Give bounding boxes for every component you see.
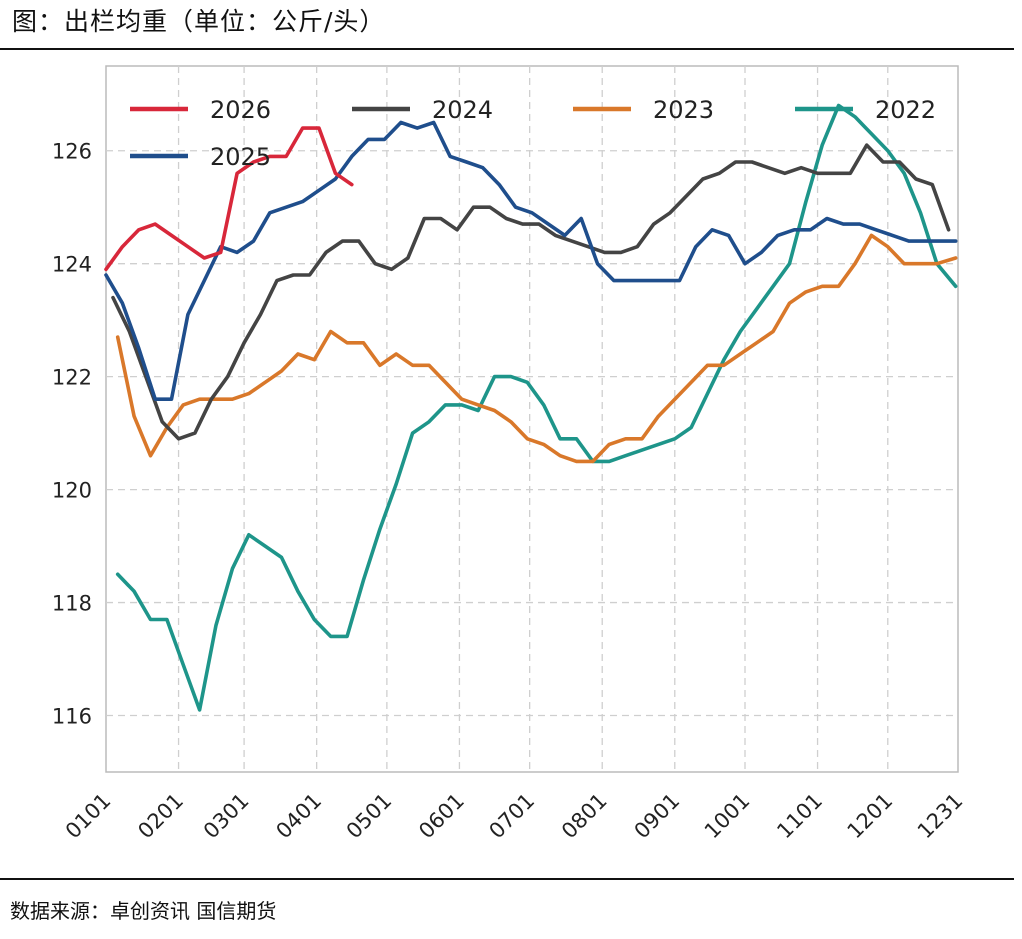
x-tick-label: 0901 — [630, 789, 685, 844]
x-tick-label: 0101 — [61, 789, 116, 844]
data-source: 数据来源：卓创资讯 国信期货 — [10, 899, 277, 923]
plot-frame — [105, 65, 959, 773]
series-line-2022 — [115, 103, 958, 712]
x-tick-label: 1101 — [772, 789, 827, 844]
x-tick-label: 1001 — [700, 789, 755, 844]
series-line-2023 — [115, 233, 958, 464]
x-tick-label: 0601 — [414, 789, 469, 844]
x-tick-label: 1231 — [913, 789, 968, 844]
legend-label-2022: 2022 — [875, 96, 936, 124]
bottom-rule — [0, 878, 1014, 880]
y-axis-ticks: 116 118 120 122 124 126 — [52, 140, 92, 729]
x-tick-label: 0201 — [133, 789, 188, 844]
series-line-2026 — [104, 126, 354, 272]
series-line-2025 — [104, 120, 958, 402]
series-lines — [104, 103, 958, 712]
grid — [106, 66, 958, 772]
legend-label-2024: 2024 — [432, 96, 493, 124]
x-tick-label: 1201 — [843, 789, 898, 844]
y-tick-label: 126 — [52, 140, 92, 164]
y-tick-label: 124 — [52, 253, 92, 277]
x-tick-label: 0801 — [557, 789, 612, 844]
x-tick-label: 0501 — [342, 789, 397, 844]
y-tick-label: 120 — [52, 479, 92, 503]
x-tick-label: 0401 — [271, 789, 326, 844]
y-tick-label: 122 — [52, 366, 92, 390]
series-line-2024 — [111, 143, 951, 441]
x-tick-label: 0301 — [199, 789, 254, 844]
figure-title: 图：出栏均重（单位：公斤/头） — [12, 7, 386, 36]
legend: 2026 2025 2024 2023 2022 — [130, 96, 936, 171]
y-tick-label: 118 — [52, 592, 92, 616]
legend-label-2023: 2023 — [653, 96, 714, 124]
x-tick-label: 0701 — [484, 789, 539, 844]
y-tick-label: 116 — [52, 705, 92, 729]
top-rule — [0, 48, 1014, 50]
legend-label-2025: 2025 — [210, 143, 271, 171]
x-axis-ticks: 0101 0201 0301 0401 0501 0601 0701 0801 0901 1001… — [61, 789, 968, 844]
legend-label-2026: 2026 — [210, 96, 271, 124]
